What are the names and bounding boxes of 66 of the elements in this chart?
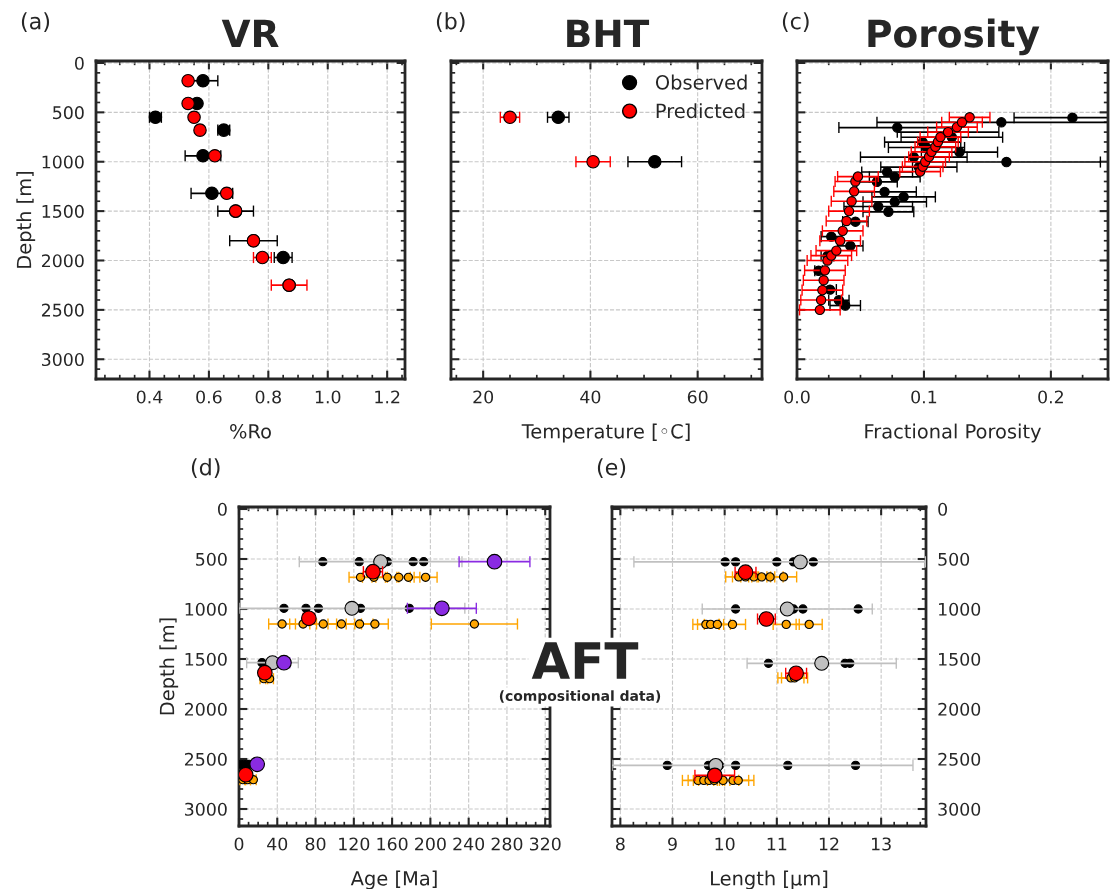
x-axis-title: Fractional Porosity xyxy=(865,423,1041,443)
chart-title: Porosity xyxy=(868,18,1040,56)
x-tick-label: 240 xyxy=(453,837,485,851)
y-tick-label: 0 xyxy=(217,502,227,516)
chart-title: VR xyxy=(221,19,279,48)
x-tick-label: 9 xyxy=(668,837,677,851)
text: (b) xyxy=(436,12,465,33)
x-tick-label: 1.2 xyxy=(375,390,400,404)
x-tick-label: 0.6 xyxy=(196,390,222,404)
x-tick-label: 12 xyxy=(819,837,839,851)
y-tick-label: 3000 xyxy=(185,802,227,816)
chart-title: BHT xyxy=(567,19,650,48)
x-tick-label: 8 xyxy=(616,837,625,851)
text: (e) xyxy=(597,458,626,479)
y-axis-title: Depth [m] xyxy=(159,618,179,715)
y-tick-label: 1000 xyxy=(42,155,84,169)
annotation: AFT xyxy=(531,642,639,679)
y-tick-label: 2000 xyxy=(41,254,84,268)
x-tick-label: 40 xyxy=(267,837,288,851)
y-tick-label: 0 xyxy=(938,502,947,516)
x-tick-label: 320 xyxy=(529,837,561,851)
y-tick-label: 2000 xyxy=(938,702,981,716)
x-tick-label: 280 xyxy=(491,837,523,851)
x-tick-label: 13 xyxy=(872,837,891,851)
x-tick-label: 10 xyxy=(715,837,735,851)
y-tick-label: 2500 xyxy=(184,752,227,766)
y-tick-label: 1500 xyxy=(42,204,84,218)
x-tick-label: 200 xyxy=(415,837,446,851)
y-tick-label: 1500 xyxy=(939,652,981,666)
y-tick-label: 500 xyxy=(196,552,227,566)
x-tick-label: 60 xyxy=(687,390,708,404)
y-tick-label: 1000 xyxy=(185,602,227,616)
text: (d) xyxy=(191,458,220,479)
x-tick-label: 80 xyxy=(305,837,326,851)
y-tick-label: 1500 xyxy=(185,652,227,666)
y-tick-label: 2500 xyxy=(938,752,981,766)
x-axis-title: Length [µm] xyxy=(711,870,828,889)
x-tick-label: 0 xyxy=(234,837,244,851)
x-tick-label: 40 xyxy=(580,390,601,404)
y-axis-title: Depth [m] xyxy=(16,171,36,268)
y-tick-label: 2000 xyxy=(184,702,227,716)
text: (c) xyxy=(782,12,809,33)
text: (a) xyxy=(21,12,50,33)
x-tick-label: 0.8 xyxy=(255,390,281,404)
y-tick-label: 1000 xyxy=(939,602,981,616)
x-axis-title: Age [Ma] xyxy=(350,870,437,889)
legend-label: Observed xyxy=(655,74,747,90)
x-tick-label: 1.0 xyxy=(315,390,341,404)
y-tick-label: 500 xyxy=(53,106,84,120)
x-tick-label: 0.4 xyxy=(136,390,163,404)
x-tick-label: 120 xyxy=(339,837,370,851)
y-tick-label: 2500 xyxy=(41,303,84,317)
x-tick-label: 160 xyxy=(377,837,408,851)
x-tick-label: 0.1 xyxy=(911,390,937,404)
x-tick-label: 0.2 xyxy=(1038,390,1063,404)
annotation: (compositional data) xyxy=(499,690,661,704)
legend-label: Predicted xyxy=(656,103,745,119)
y-tick-label: 500 xyxy=(938,552,970,566)
x-tick-label: 0.0 xyxy=(784,390,810,404)
y-tick-label: 3000 xyxy=(938,802,981,816)
y-tick-label: 3000 xyxy=(42,352,84,367)
x-axis-title: Temperature [◦C] xyxy=(521,423,690,443)
x-axis-title: %Ro xyxy=(230,423,271,439)
x-tick-label: 11 xyxy=(767,837,787,851)
x-tick-label: 20 xyxy=(473,390,494,404)
y-tick-label: 0 xyxy=(74,56,84,70)
